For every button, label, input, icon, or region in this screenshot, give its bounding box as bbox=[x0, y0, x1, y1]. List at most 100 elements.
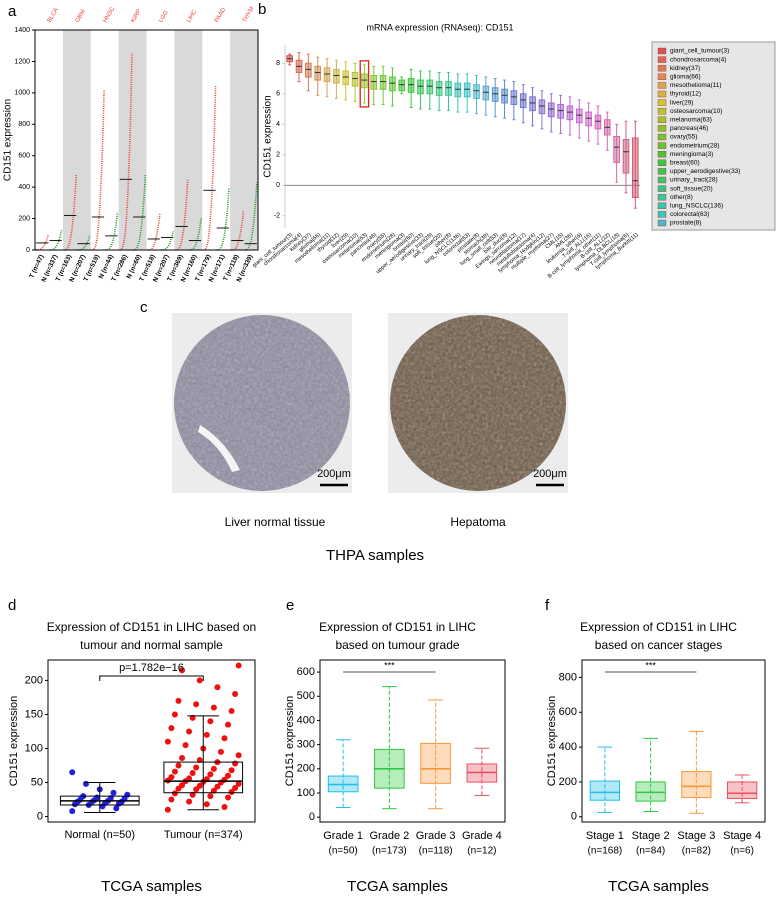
group-label: THYM bbox=[242, 6, 256, 24]
box bbox=[585, 111, 592, 127]
chart-title: based on cancer stages bbox=[595, 638, 722, 652]
legend-swatch bbox=[657, 107, 667, 115]
y-tick-label: 1400 bbox=[14, 27, 30, 34]
chart-title: Expression of CD151 in LIHC bbox=[319, 620, 476, 634]
legend-label: ovary(55) bbox=[670, 134, 697, 141]
point bbox=[221, 735, 228, 742]
point bbox=[232, 784, 239, 791]
scale-label: 200μm bbox=[317, 468, 351, 480]
box bbox=[681, 770, 712, 799]
box bbox=[501, 88, 508, 104]
legend-label: lung_NSCLC(136) bbox=[670, 203, 723, 210]
plot-frame bbox=[581, 659, 766, 823]
panel-label: b bbox=[258, 1, 266, 18]
legend-label: osteosarcoma(10) bbox=[670, 108, 722, 115]
x-tick-label: Stage 4 bbox=[723, 830, 761, 842]
y-tick-label: 600 bbox=[559, 706, 577, 718]
legend-label: liver(29) bbox=[670, 99, 693, 106]
box bbox=[594, 114, 602, 130]
box bbox=[420, 742, 451, 784]
point bbox=[193, 701, 200, 708]
y-tick-label: 0 bbox=[309, 811, 315, 823]
chart-title: based on tumour grade bbox=[335, 638, 459, 652]
box bbox=[454, 82, 462, 98]
point bbox=[196, 782, 203, 789]
box bbox=[519, 93, 527, 109]
box bbox=[510, 90, 518, 105]
box bbox=[305, 62, 312, 78]
legend-label: giant_cell_tumour(3) bbox=[670, 48, 729, 55]
plot-frame bbox=[47, 659, 256, 823]
x-axis-label: TCGA samples bbox=[101, 878, 202, 895]
box bbox=[463, 82, 471, 98]
point bbox=[225, 772, 232, 779]
x-tick-label: Stage 2 bbox=[632, 830, 670, 842]
y-tick-label: 800 bbox=[18, 121, 30, 128]
y-tick-label: 400 bbox=[559, 741, 577, 753]
legend-swatch bbox=[657, 168, 667, 175]
point bbox=[168, 774, 175, 781]
x-tick-count: (n=168) bbox=[588, 846, 623, 857]
box bbox=[407, 78, 415, 93]
point bbox=[175, 762, 182, 769]
sorted-dots bbox=[147, 213, 161, 251]
y-tick-label: 500 bbox=[297, 690, 315, 702]
legend-label: upper_aerodigestive(33) bbox=[670, 168, 740, 175]
sorted-dots bbox=[49, 229, 63, 251]
legend-label: endometrium(28) bbox=[670, 142, 720, 149]
tissue-caption: Hepatoma bbox=[450, 515, 506, 529]
point bbox=[228, 708, 235, 715]
box bbox=[389, 76, 396, 92]
point bbox=[124, 791, 131, 798]
group-band bbox=[118, 30, 147, 250]
group-label: LIHC bbox=[186, 8, 198, 23]
y-tick-label: 200 bbox=[297, 763, 315, 775]
sorted-dots bbox=[36, 234, 50, 251]
box bbox=[491, 87, 499, 102]
y-tick-label: 600 bbox=[18, 153, 30, 160]
sorted-dots bbox=[216, 188, 230, 251]
box bbox=[163, 761, 244, 794]
point bbox=[203, 801, 210, 808]
point bbox=[179, 782, 186, 789]
point bbox=[235, 780, 242, 787]
legend-label: pancreas(46) bbox=[670, 125, 708, 132]
box bbox=[426, 79, 434, 95]
box bbox=[622, 139, 630, 174]
point bbox=[186, 728, 193, 735]
x-axis-label: TCGA samples bbox=[608, 878, 709, 895]
x-tick-label: Tumour (n=374) bbox=[164, 829, 243, 841]
legend-swatch bbox=[657, 133, 667, 141]
legend-label: thyroid(12) bbox=[670, 91, 701, 98]
point bbox=[232, 691, 239, 698]
legend-box bbox=[651, 41, 776, 231]
box bbox=[314, 65, 322, 81]
point bbox=[107, 795, 114, 802]
panel-label: c bbox=[140, 299, 148, 316]
point bbox=[164, 806, 171, 813]
box bbox=[342, 70, 350, 86]
y-tick-label: 800 bbox=[559, 671, 577, 683]
point bbox=[217, 748, 224, 755]
box bbox=[435, 81, 443, 96]
x-tick-count: (n=118) bbox=[419, 846, 453, 857]
point bbox=[232, 760, 239, 767]
point bbox=[113, 805, 120, 812]
point bbox=[179, 755, 186, 762]
box bbox=[557, 103, 564, 119]
legend-swatch bbox=[657, 142, 667, 149]
legend-label: colorectal(63) bbox=[670, 211, 709, 218]
legend-label: other(8) bbox=[670, 194, 693, 201]
point bbox=[189, 769, 196, 776]
point bbox=[186, 775, 193, 782]
point bbox=[189, 791, 196, 798]
point bbox=[175, 697, 182, 704]
tissue-caption: Liver normal tissue bbox=[225, 515, 326, 529]
y-axis-label: CD151 expression bbox=[284, 696, 296, 787]
box bbox=[482, 85, 490, 101]
box bbox=[473, 84, 480, 99]
point bbox=[203, 731, 210, 738]
x-axis-label: TCGA samples bbox=[347, 878, 448, 895]
legend-label: melanoma(63) bbox=[670, 117, 712, 124]
panel-label: d bbox=[8, 597, 16, 614]
